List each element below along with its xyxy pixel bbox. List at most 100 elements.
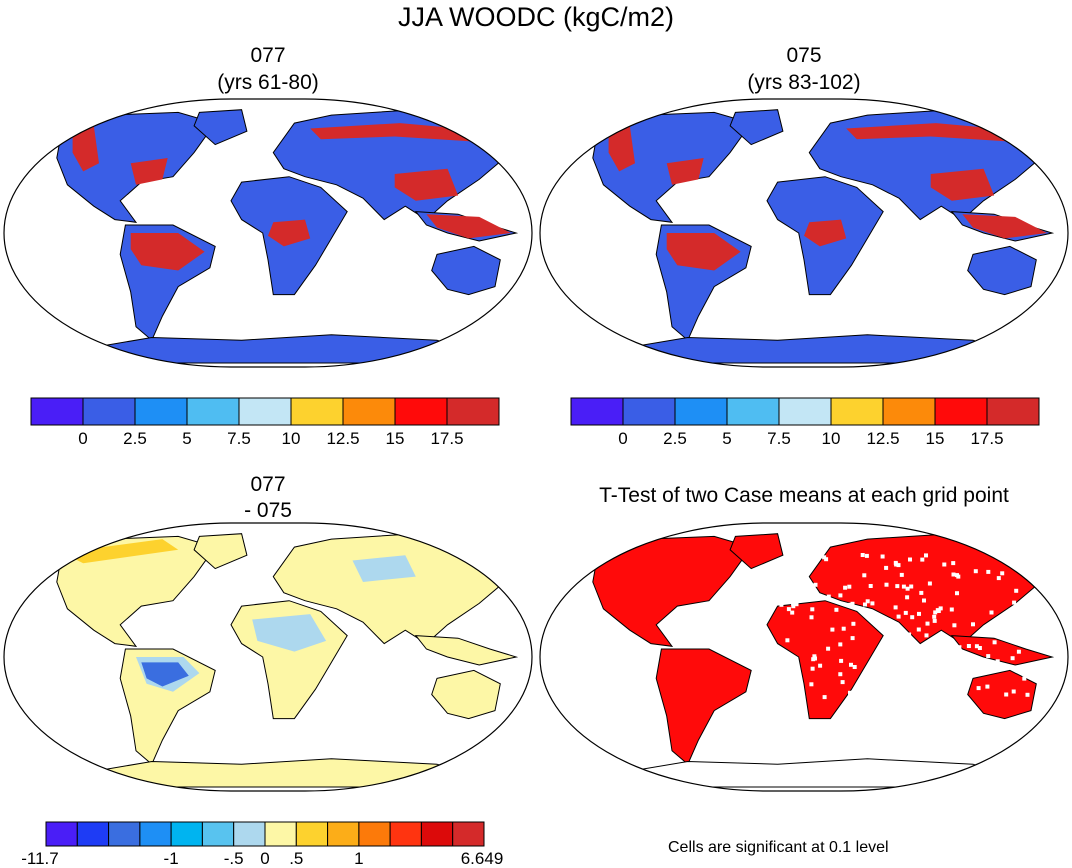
nonsignificant-cell bbox=[996, 576, 1001, 581]
landmass-greenland bbox=[193, 533, 248, 570]
nonsignificant-cell bbox=[843, 585, 848, 590]
nonsignificant-cell bbox=[799, 559, 804, 564]
nonsignificant-cell bbox=[1029, 577, 1034, 582]
nonsignificant-cell bbox=[986, 569, 991, 574]
colorbar-panel2 bbox=[570, 397, 1040, 426]
panel2-title-line1: 075 bbox=[786, 44, 822, 67]
nonsignificant-cell bbox=[903, 610, 908, 615]
landmass-antarctica bbox=[624, 334, 1016, 364]
nonsignificant-cell bbox=[800, 580, 805, 585]
nonsignificant-cell bbox=[976, 686, 981, 691]
nonsignificant-cell bbox=[786, 607, 791, 612]
nonsignificant-cell bbox=[922, 598, 926, 603]
nonsignificant-cell bbox=[809, 682, 814, 687]
colorbar-swatch bbox=[389, 821, 422, 847]
landmass-antarctica bbox=[624, 758, 1016, 788]
colorbar-tick-label: 2.5 bbox=[123, 429, 147, 448]
map-panel-1 bbox=[3, 98, 533, 368]
high-value-region bbox=[72, 125, 99, 172]
nonsignificant-cell bbox=[986, 654, 991, 659]
nonsignificant-cell bbox=[977, 646, 982, 650]
nonsignificant-cell bbox=[1022, 676, 1027, 681]
landmass-australia bbox=[967, 245, 1037, 296]
nonsignificant-cell bbox=[921, 695, 926, 700]
nonsignificant-cell bbox=[849, 662, 853, 667]
map-border bbox=[3, 522, 533, 792]
colorbar-tick-label: 2.5 bbox=[663, 429, 687, 448]
panel1-title-line2: (yrs 61-80) bbox=[217, 71, 319, 94]
nonsignificant-cell bbox=[848, 690, 852, 695]
nonsignificant-cell bbox=[880, 554, 885, 559]
colorbar-swatch bbox=[342, 397, 396, 426]
colorbar-tick-label: 1 bbox=[354, 849, 364, 868]
map-panel-2 bbox=[539, 98, 1069, 368]
high-value-region bbox=[268, 219, 311, 247]
nonsignificant-cell bbox=[1011, 689, 1016, 694]
nonsignificant-cell bbox=[850, 636, 855, 641]
nonsignificant-cell bbox=[838, 593, 843, 598]
nonsignificant-cell bbox=[909, 584, 914, 589]
nonsignificant-cell bbox=[916, 627, 921, 632]
nonsignificant-cell bbox=[966, 644, 971, 648]
panel2-title-line2: (yrs 83-102) bbox=[747, 71, 861, 94]
colorbar-tick-label: 15 bbox=[385, 429, 405, 448]
nonsignificant-cell bbox=[917, 611, 921, 616]
colorbar-swatch bbox=[622, 397, 676, 426]
colorbar-swatch bbox=[986, 397, 1040, 426]
nonsignificant-cell bbox=[919, 590, 924, 595]
nonsignificant-cell bbox=[909, 653, 913, 658]
nonsignificant-cell bbox=[899, 572, 904, 577]
nonsignificant-cell bbox=[1020, 641, 1025, 646]
nonsignificant-cell bbox=[826, 594, 831, 599]
colorbar-swatch bbox=[264, 821, 297, 847]
nonsignificant-cell bbox=[895, 584, 900, 589]
nonsignificant-cell bbox=[908, 557, 912, 562]
nonsignificant-cell bbox=[839, 658, 844, 663]
map-panel-4 bbox=[539, 522, 1069, 792]
colorbar-swatch bbox=[45, 821, 78, 847]
colorbar-swatch bbox=[295, 821, 329, 847]
colorbar-tick-label: 7.5 bbox=[767, 429, 791, 448]
nonsignificant-cell bbox=[808, 585, 813, 590]
colorbar-swatch bbox=[934, 397, 988, 426]
nonsignificant-cell bbox=[949, 607, 954, 612]
nonsignificant-cell bbox=[784, 572, 788, 577]
nonsignificant-cell bbox=[964, 652, 969, 657]
colorbar-diff bbox=[45, 821, 485, 847]
nonsignificant-cell bbox=[893, 673, 898, 678]
nonsignificant-cell bbox=[822, 695, 827, 700]
colorbar-swatch bbox=[882, 397, 936, 426]
colorbar-swatch bbox=[327, 821, 360, 847]
nonsignificant-cell bbox=[1002, 554, 1007, 559]
colorbar-tick-label: -11.7 bbox=[21, 849, 59, 868]
map-border bbox=[3, 98, 533, 368]
nonsignificant-cell bbox=[1011, 611, 1016, 616]
nonsignificant-cell bbox=[933, 610, 938, 615]
nonsignificant-cell bbox=[1004, 692, 1009, 697]
map-border bbox=[539, 98, 1069, 368]
positive-change-region bbox=[62, 539, 179, 564]
nonsignificant-cell bbox=[790, 610, 795, 615]
nonsignificant-cell bbox=[847, 584, 852, 589]
nonsignificant-cell bbox=[1030, 625, 1035, 630]
nonsignificant-cell bbox=[821, 549, 825, 554]
colorbar-swatch bbox=[134, 397, 188, 426]
nonsignificant-cell bbox=[905, 586, 910, 591]
landmass-namerica bbox=[592, 535, 753, 647]
nonsignificant-cell bbox=[793, 659, 798, 664]
nonsignificant-cell bbox=[985, 684, 990, 689]
nonsignificant-cell bbox=[851, 621, 856, 626]
colorbar-tick-label: -.5 bbox=[223, 849, 244, 868]
high-value-region bbox=[130, 233, 205, 271]
nonsignificant-cell bbox=[893, 605, 898, 610]
colorbar-tick-label: 0 bbox=[618, 429, 628, 448]
high-value-region bbox=[426, 214, 511, 239]
nonsignificant-cell bbox=[810, 607, 815, 612]
nonsignificant-cell bbox=[798, 686, 803, 691]
nonsignificant-cell bbox=[905, 595, 910, 600]
strong-negative-region bbox=[141, 662, 189, 687]
nonsignificant-cell bbox=[958, 658, 963, 663]
landmass-greenland bbox=[729, 109, 784, 146]
colorbar-swatch bbox=[726, 397, 780, 426]
map-panel-3 bbox=[3, 522, 533, 792]
